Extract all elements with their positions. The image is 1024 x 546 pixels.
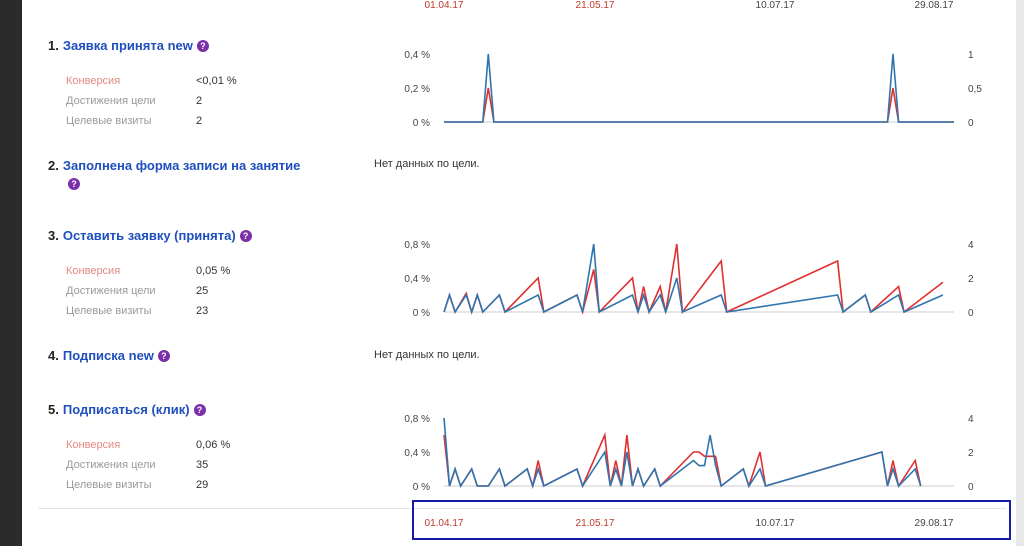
left-axis-label: 0,4 %: [404, 448, 430, 459]
conversion-value: 0,05 %: [196, 265, 231, 277]
goal-1-metrics: Конверсия <0,01 % Достижения цели 2 Целевы…: [66, 71, 326, 131]
left-axis-label: 0 %: [413, 482, 430, 493]
left-axis-label: 0 %: [413, 308, 430, 319]
goal-number: 4.: [48, 348, 59, 363]
goal-5-metrics: Конверсия 0,06 % Достижения цели 35 Целевы…: [66, 435, 326, 495]
right-axis-label: 0: [968, 482, 974, 493]
right-axis-label: 1: [968, 50, 974, 61]
visits-label: Целевые визиты: [66, 479, 152, 491]
date-tick-label: 01.04.17: [424, 518, 464, 529]
right-scrollbar[interactable]: [1016, 0, 1024, 546]
achievements-label: Достижения цели: [66, 459, 156, 471]
goal-number: 5.: [48, 402, 59, 417]
right-axis-label: 0,5: [968, 84, 982, 95]
left-scroll-panel: [0, 0, 22, 546]
goal-1: 1. Заявка принята new?: [48, 37, 348, 55]
visits-series-line: [443, 417, 922, 489]
goal-1-line-chart: 0,4 % 0,2 % 0 % 1 0,5 0: [404, 50, 982, 129]
help-icon[interactable]: ?: [157, 350, 170, 362]
right-axis-label: 2: [968, 274, 974, 285]
goal-3-line-chart: 0,8 % 0,4 % 0 % 4 2 0: [404, 240, 974, 319]
date-tick-label: 21.05.17: [575, 518, 615, 529]
visits-series-line: [444, 53, 954, 123]
conversion-series-line: [444, 87, 954, 123]
conversion-value: <0,01 %: [196, 75, 237, 87]
date-tick-label: 29.08.17: [914, 0, 954, 11]
help-icon[interactable]: ?: [68, 178, 80, 190]
visits-value: 2: [196, 115, 203, 127]
date-tick-label: 21.05.17: [575, 0, 615, 11]
help-icon[interactable]: ?: [193, 404, 206, 416]
date-tick-label: 10.07.17: [755, 518, 795, 529]
left-axis-label: 0,8 %: [404, 414, 430, 425]
left-axis-label: 0,4 %: [404, 274, 430, 285]
achievements-value: 2: [196, 95, 203, 107]
visits-value: 29: [196, 479, 209, 491]
visits-value: 23: [196, 305, 209, 317]
left-axis-label: 0 %: [413, 118, 430, 129]
goal-title-link[interactable]: 5. Подписаться (клик): [48, 402, 190, 417]
help-icon[interactable]: ?: [239, 230, 252, 242]
divider: [38, 508, 1006, 509]
help-icon[interactable]: ?: [196, 40, 209, 52]
no-data-message: Нет данных по цели.: [374, 349, 480, 361]
conversion-value: 0,06 %: [196, 439, 231, 451]
conversion-label: Конверсия: [66, 265, 121, 277]
left-axis-label: 0,8 %: [404, 240, 430, 251]
no-data-message: Нет данных по цели.: [374, 158, 480, 170]
right-axis-label: 0: [968, 308, 974, 319]
achievements-value: 35: [196, 459, 209, 471]
goal-title-link[interactable]: 3. Оставить заявку (принята): [48, 228, 236, 243]
achievements-label: Достижения цели: [66, 285, 156, 297]
date-axis-top: 01.04.17 21.05.17 10.07.17 29.08.17: [420, 0, 980, 22]
goal-title-link[interactable]: 4. Подписка new: [48, 348, 154, 363]
goal-title-link[interactable]: 1. Заявка принята new: [48, 38, 193, 53]
goal-number: 1.: [48, 38, 59, 53]
date-axis-bottom: 01.04.17 21.05.17 10.07.17 29.08.17: [420, 518, 980, 540]
right-axis-label: 4: [968, 414, 974, 425]
date-tick-label: 01.04.17: [424, 0, 464, 11]
goal-3: 3. Оставить заявку (принята)?: [48, 227, 348, 245]
goal-number: 3.: [48, 228, 59, 243]
goal-2: 2. Заполнена форма записи на занятие?: [48, 157, 348, 193]
visits-label: Целевые визиты: [66, 115, 152, 127]
goal-3-metrics: Конверсия 0,05 % Достижения цели 25 Целевы…: [66, 261, 326, 321]
conversion-label: Конверсия: [66, 439, 121, 451]
date-tick-label: 10.07.17: [755, 0, 795, 11]
goal-5-line-chart: 0,8 % 0,4 % 0 % 4 2 0: [404, 414, 974, 493]
conversion-label: Конверсия: [66, 75, 121, 87]
left-axis-label: 0,2 %: [404, 84, 430, 95]
right-axis-label: 4: [968, 240, 974, 251]
achievements-value: 25: [196, 285, 209, 297]
achievements-label: Достижения цели: [66, 95, 156, 107]
goal-5-chart: 0,8 % 0,4 % 0 % 4 2 0: [380, 408, 1000, 498]
left-axis-label: 0,4 %: [404, 50, 430, 61]
goal-4: 4. Подписка new?: [48, 347, 348, 365]
selection-highlight-box: [412, 500, 1011, 540]
visits-series-line: [443, 243, 944, 315]
date-tick-label: 29.08.17: [914, 518, 954, 529]
right-axis-label: 0: [968, 118, 974, 129]
goal-number: 2.: [48, 158, 59, 173]
goal-1-chart: 0,4 % 0,2 % 0 % 1 0,5 0: [380, 44, 1000, 134]
goal-3-chart: 0,8 % 0,4 % 0 % 4 2 0: [380, 234, 1000, 324]
goal-5: 5. Подписаться (клик)?: [48, 401, 348, 419]
goal-title-link[interactable]: 2. Заполнена форма записи на занятие: [48, 158, 301, 173]
right-axis-label: 2: [968, 448, 974, 459]
visits-label: Целевые визиты: [66, 305, 152, 317]
